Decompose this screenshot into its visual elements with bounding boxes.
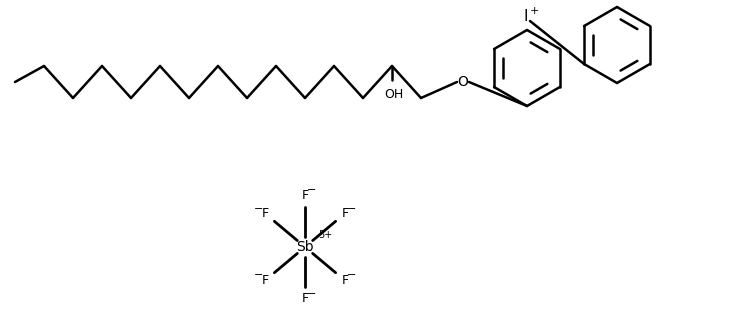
Text: F: F (342, 207, 348, 220)
Text: F: F (342, 274, 348, 287)
Text: F: F (261, 274, 269, 287)
Text: −: − (308, 185, 316, 195)
Text: OH: OH (384, 88, 403, 101)
Text: F: F (261, 207, 269, 220)
Text: I: I (524, 9, 528, 24)
Text: F: F (302, 293, 308, 306)
Text: −: − (347, 204, 356, 213)
Text: −: − (253, 204, 263, 213)
Text: +: + (529, 6, 539, 16)
Text: O: O (458, 75, 468, 89)
Text: F: F (302, 188, 308, 201)
Text: −: − (253, 271, 263, 281)
Text: Sb: Sb (296, 240, 314, 254)
Text: −: − (308, 289, 316, 299)
Text: 5+: 5+ (318, 230, 332, 240)
Text: −: − (347, 271, 356, 281)
